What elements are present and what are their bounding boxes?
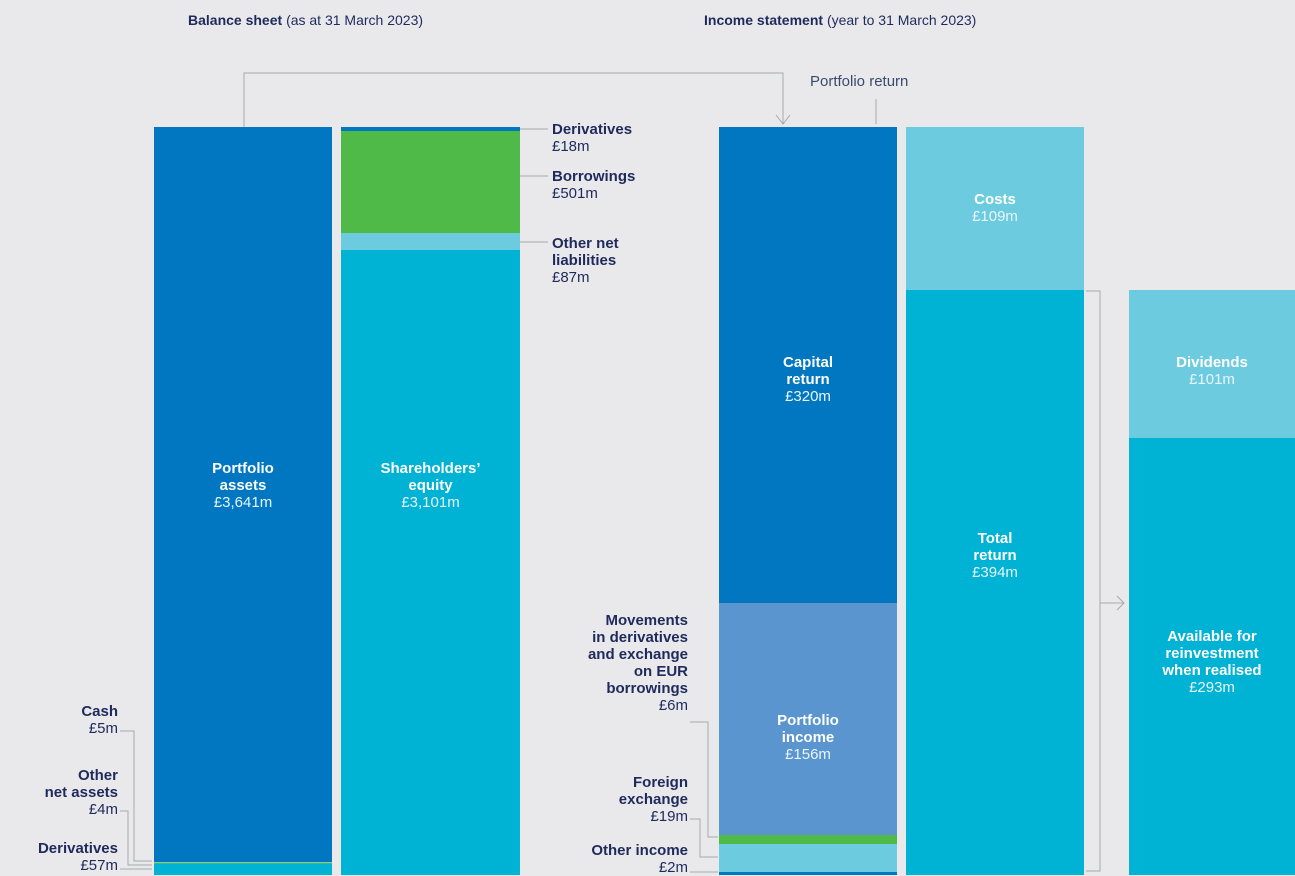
label-portfolio-income-t2: income <box>781 729 835 746</box>
label-costs-value: £109m <box>972 208 1018 225</box>
label-foreign-exchange-t1: Foreign <box>633 774 688 791</box>
label-other-net-liabilities-t1: Other net <box>552 235 619 252</box>
balance-sheet-subtitle: (as at 31 March 2023) <box>286 12 424 28</box>
label-movements: Movements in derivatives and exchange on… <box>588 612 688 714</box>
portfolio-return-bracket <box>243 72 784 127</box>
label-shareholders-equity: Shareholders’ equity £3,101m <box>341 460 520 511</box>
cash-leader <box>120 730 152 862</box>
bar-portfolio-assets <box>154 127 332 862</box>
bar-dividends <box>1129 290 1295 438</box>
label-other-net-liabilities-t2: liabilities <box>552 252 617 269</box>
label-capital-return-value: £320m <box>785 388 831 405</box>
movements-leader <box>690 721 718 838</box>
label-other-net-liabilities-value: £87m <box>552 269 590 286</box>
bar-other-income <box>719 872 897 875</box>
total-return-arrowhead <box>1116 595 1125 611</box>
balance-sheet-header: Balance sheet (as at 31 March 2023) <box>188 12 423 28</box>
income-statement-header: Income statement (year to 31 March 2023) <box>704 12 976 28</box>
label-foreign-exchange-t2: exchange <box>618 791 688 808</box>
label-portfolio-income-t1: Portfolio <box>777 712 839 729</box>
label-cash-title: Cash <box>81 703 118 720</box>
label-derivatives-asset-title: Derivatives <box>37 840 118 857</box>
label-costs-title: Costs <box>974 191 1016 208</box>
label-movements-t5: borrowings <box>606 680 688 697</box>
label-movements-t2: in derivatives <box>592 629 688 646</box>
label-dividends: Dividends £101m <box>1129 354 1295 388</box>
label-total-return: Total return £394m <box>906 530 1084 581</box>
label-portfolio-income: Portfolio income £156m <box>719 712 897 763</box>
other-net-assets-leader <box>120 810 152 866</box>
label-foreign-exchange: Foreign exchange £19m <box>619 774 688 825</box>
label-total-return-t2: return <box>973 547 1017 564</box>
label-movements-t3: and exchange <box>587 646 688 663</box>
label-capital-return: Capital return £320m <box>719 354 897 405</box>
label-other-net-assets-t2: net assets <box>44 784 118 801</box>
label-derivatives-liab-title: Derivatives <box>552 121 633 138</box>
bar-borrowings <box>341 131 520 233</box>
label-movements-t1: Movements <box>605 612 688 629</box>
label-shareholders-equity-value: £3,101m <box>401 494 460 511</box>
label-available-t3: when realised <box>1162 662 1262 679</box>
label-other-net-liabilities: Other net liabilities £87m <box>552 235 619 286</box>
bar-available-reinvestment <box>1129 438 1295 875</box>
label-total-return-t1: Total <box>977 530 1013 547</box>
bar-derivatives-asset <box>154 864 332 875</box>
label-movements-t4: on EUR <box>633 663 688 680</box>
label-derivatives-liab: Derivatives £18m <box>552 121 632 155</box>
label-available: Available for reinvestment when realised… <box>1129 628 1295 696</box>
label-capital-return-t2: return <box>786 371 830 388</box>
label-portfolio-assets-value: £3,641m <box>213 494 273 511</box>
label-cash-value: £5m <box>88 720 118 737</box>
bar-capital-return <box>719 127 897 603</box>
total-return-bracket <box>1086 290 1101 872</box>
foreign-exchange-leader <box>690 818 718 858</box>
portfolio-return-label: Portfolio return <box>810 73 909 90</box>
bar-derivatives-liab <box>341 127 520 131</box>
label-other-income: Other income £2m <box>591 842 688 876</box>
balance-sheet-title: Balance sheet <box>188 12 283 28</box>
label-capital-return-t1: Capital <box>782 354 833 371</box>
bar-costs <box>906 127 1084 290</box>
label-portfolio-income-value: £156m <box>785 746 831 763</box>
label-other-net-assets-value: £4m <box>88 801 118 818</box>
label-dividends-value: £101m <box>1189 371 1235 388</box>
label-portfolio-assets-t1: Portfolio <box>212 460 274 477</box>
income-statement-subtitle: (year to 31 March 2023) <box>826 12 977 28</box>
bar-cash <box>154 862 332 863</box>
label-available-t1: Available for <box>1167 628 1257 645</box>
label-borrowings-value: £501m <box>552 185 598 202</box>
bar-foreign-exchange <box>719 844 897 872</box>
income-statement-title: Income statement <box>704 12 824 28</box>
label-portfolio-assets-t2: assets <box>219 477 267 494</box>
bar-total-return <box>906 290 1084 875</box>
label-foreign-exchange-value: £19m <box>650 808 688 825</box>
label-portfolio-assets: Portfolio assets £3,641m <box>154 460 332 511</box>
label-available-value: £293m <box>1189 679 1235 696</box>
label-shareholders-equity-t1: Shareholders’ <box>380 460 481 477</box>
label-derivatives-asset: Derivatives £57m <box>38 840 118 874</box>
label-derivatives-liab-value: £18m <box>552 138 590 155</box>
bar-other-net-assets <box>154 863 332 864</box>
label-available-t2: reinvestment <box>1165 645 1259 662</box>
label-borrowings-title: Borrowings <box>552 168 636 185</box>
label-cash: Cash £5m <box>81 703 118 737</box>
bar-movements-derivatives <box>719 835 897 844</box>
label-other-income-title: Other income <box>591 842 688 859</box>
label-borrowings: Borrowings £501m <box>552 168 635 202</box>
bar-shareholders-equity <box>341 250 520 875</box>
bar-portfolio-income <box>719 603 897 835</box>
label-other-net-assets: Other net assets £4m <box>45 767 118 818</box>
label-dividends-title: Dividends <box>1176 354 1248 371</box>
label-total-return-value: £394m <box>972 564 1018 581</box>
label-derivatives-asset-value: £57m <box>80 857 118 874</box>
label-movements-value: £6m <box>658 697 688 714</box>
portfolio-return-arrowhead <box>775 114 791 125</box>
label-other-income-value: £2m <box>658 859 688 876</box>
label-shareholders-equity-t2: equity <box>408 477 453 494</box>
label-other-net-assets-t1: Other <box>77 767 118 784</box>
bar-other-net-liabilities <box>341 233 520 250</box>
label-costs: Costs £109m <box>906 191 1084 225</box>
